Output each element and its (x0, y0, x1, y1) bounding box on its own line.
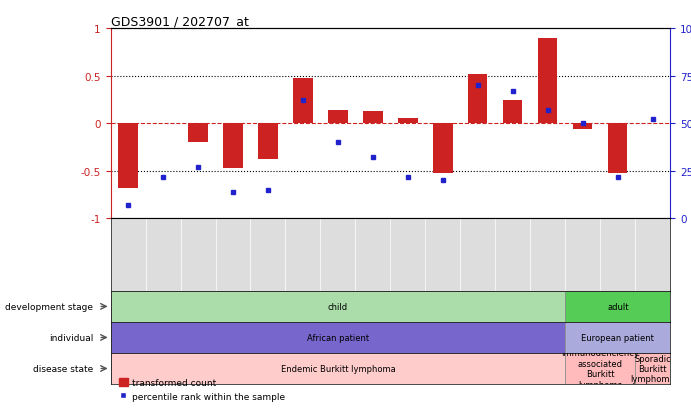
Bar (433, 124, 453, 173)
Text: European patient: European patient (581, 333, 654, 342)
Bar (565, 353, 635, 384)
Bar (565, 322, 670, 353)
Bar (111, 353, 565, 384)
Bar (363, 112, 383, 124)
Text: development stage: development stage (5, 302, 93, 311)
Bar (328, 111, 348, 124)
Text: individual: individual (48, 333, 93, 342)
Bar (118, 124, 138, 188)
Bar (503, 101, 522, 124)
Text: Sporadic
Burkitt
lymphoma: Sporadic Burkitt lymphoma (630, 354, 675, 383)
Legend: transformed count, percentile rank within the sample: transformed count, percentile rank withi… (115, 375, 289, 404)
Bar (111, 322, 565, 353)
Bar (574, 124, 592, 130)
Bar (294, 79, 312, 124)
Bar (111, 291, 565, 322)
Bar (189, 124, 207, 143)
Bar (635, 353, 670, 384)
Text: Endemic Burkitt lymphoma: Endemic Burkitt lymphoma (281, 364, 395, 373)
Bar (565, 291, 670, 322)
Text: African patient: African patient (307, 333, 369, 342)
Text: disease state: disease state (32, 364, 93, 373)
Bar (258, 124, 278, 160)
Bar (223, 124, 243, 169)
Bar (608, 124, 627, 173)
Text: child: child (328, 302, 348, 311)
Text: Immunodeficiency
associated
Burkitt
lymphoma: Immunodeficiency associated Burkitt lymp… (561, 349, 639, 389)
Bar (398, 119, 417, 124)
Text: GDS3901 / 202707_at: GDS3901 / 202707_at (111, 15, 249, 28)
Bar (538, 38, 558, 124)
Text: adult: adult (607, 302, 629, 311)
Bar (468, 74, 487, 124)
